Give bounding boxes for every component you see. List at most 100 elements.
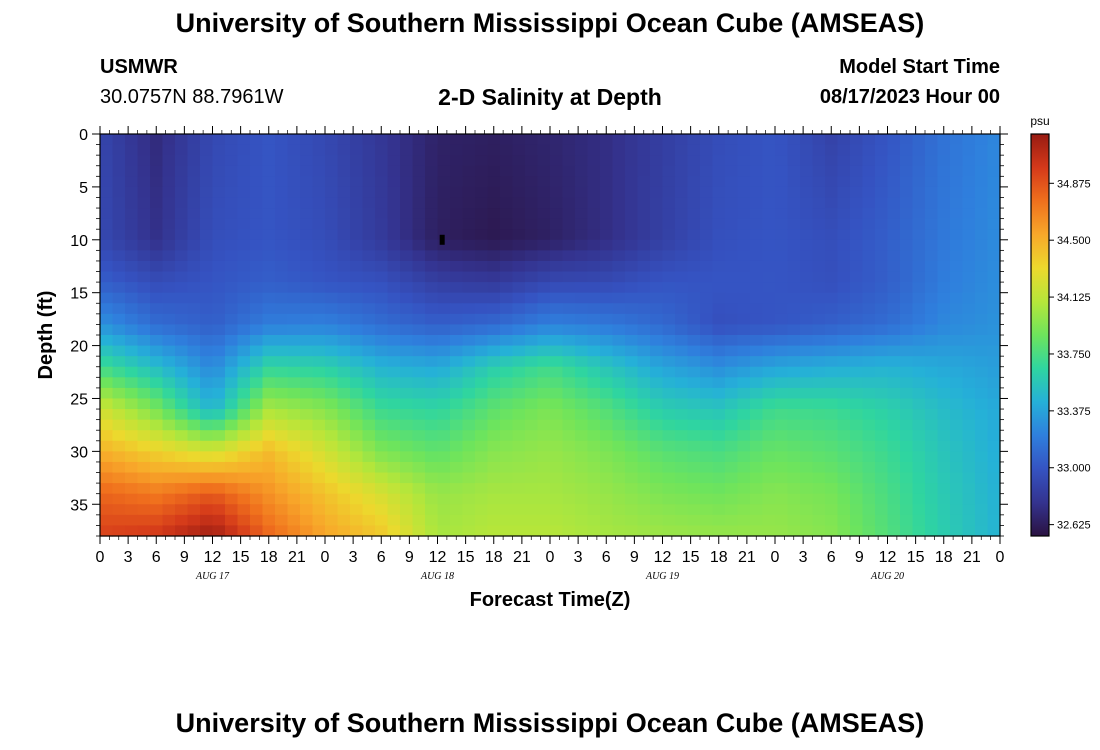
heatmap-cell: [575, 504, 589, 516]
heatmap-cell: [125, 313, 139, 326]
heatmap-cell: [975, 208, 989, 220]
heatmap-cell: [162, 186, 176, 199]
heatmap-cell: [512, 165, 526, 177]
heatmap-cell: [875, 176, 889, 188]
heatmap-cell: [725, 525, 739, 537]
heatmap-cell: [625, 398, 639, 410]
heatmap-cell: [375, 472, 389, 484]
heatmap-cell: [875, 303, 889, 315]
heatmap-cell: [487, 345, 501, 357]
heatmap-cell: [587, 218, 601, 230]
heatmap-cell: [962, 525, 976, 537]
heatmap-cell: [525, 218, 539, 230]
heatmap-cell: [900, 218, 914, 230]
heatmap-cell: [250, 525, 264, 537]
heatmap-cell: [975, 430, 989, 442]
heatmap-cell: [462, 366, 476, 378]
heatmap-cell: [837, 472, 851, 484]
heatmap-cell: [187, 514, 201, 527]
heatmap-cell: [912, 345, 926, 357]
heatmap-cell: [500, 197, 514, 209]
heatmap-cell: [312, 409, 326, 421]
heatmap-cell: [225, 260, 239, 273]
heatmap-cell: [350, 514, 364, 527]
heatmap-cell: [150, 356, 164, 368]
heatmap-cell: [262, 483, 276, 495]
heatmap-cell: [162, 451, 176, 463]
heatmap-cell: [825, 430, 839, 442]
heatmap-cell: [225, 525, 239, 537]
heatmap-cell: [925, 313, 939, 326]
heatmap-cell: [637, 260, 651, 273]
heatmap-cell: [525, 165, 539, 177]
heatmap-cell: [950, 271, 964, 283]
heatmap-cell: [575, 461, 589, 474]
heatmap-cell: [400, 461, 414, 474]
heatmap-cell: [375, 271, 389, 283]
heatmap-cell: [650, 271, 664, 283]
heatmap-cell: [125, 366, 139, 378]
heatmap-cell: [312, 324, 326, 336]
heatmap-cell: [325, 451, 339, 463]
heatmap-cell: [412, 440, 426, 452]
heatmap-cell: [737, 377, 751, 389]
heatmap-cell: [225, 218, 239, 230]
heatmap-cell: [225, 440, 239, 452]
heatmap-cell: [837, 409, 851, 421]
heatmap-cell: [662, 356, 676, 368]
heatmap-cell: [612, 398, 626, 410]
heatmap-cell: [337, 504, 351, 516]
heatmap-cell: [725, 155, 739, 167]
heatmap-cell: [962, 144, 976, 156]
heatmap-cell: [787, 197, 801, 209]
heatmap-cell: [512, 134, 526, 146]
heatmap-cell: [637, 176, 651, 188]
heatmap-cell: [475, 134, 489, 146]
heatmap-cell: [587, 165, 601, 177]
heatmap-cell: [737, 345, 751, 357]
heatmap-cell: [662, 419, 676, 431]
heatmap-cell: [400, 176, 414, 188]
heatmap-cell: [537, 493, 551, 505]
heatmap-cell: [337, 335, 351, 347]
heatmap-cell: [475, 155, 489, 167]
heatmap-cell: [612, 514, 626, 527]
heatmap-cell: [537, 324, 551, 336]
heatmap-cell: [200, 155, 214, 167]
heatmap-cell: [187, 377, 201, 389]
heatmap-cell: [775, 176, 789, 188]
heatmap-cell: [575, 282, 589, 294]
heatmap-cell: [525, 303, 539, 315]
heatmap-cell: [375, 218, 389, 230]
heatmap-cell: [337, 218, 351, 230]
heatmap-cell: [662, 176, 676, 188]
heatmap-cell: [300, 313, 314, 326]
heatmap-cell: [462, 377, 476, 389]
heatmap-cell: [350, 324, 364, 336]
heatmap-cell: [312, 165, 326, 177]
heatmap-cell: [687, 186, 701, 199]
heatmap-cell: [275, 282, 289, 294]
heatmap-cell: [637, 356, 651, 368]
heatmap-cell: [987, 377, 1001, 389]
heatmap-cell: [687, 356, 701, 368]
heatmap-cell: [600, 186, 614, 199]
heatmap-cell: [225, 165, 239, 177]
heatmap-cell: [700, 303, 714, 315]
x-tick-label: 3: [574, 549, 583, 566]
heatmap-cell: [600, 483, 614, 495]
heatmap-cell: [100, 377, 114, 389]
heatmap-cell: [875, 292, 889, 304]
heatmap-cell: [112, 197, 126, 209]
heatmap-cell: [225, 197, 239, 209]
heatmap-cell: [212, 186, 226, 199]
heatmap-cell: [225, 303, 239, 315]
heatmap-cell: [175, 514, 189, 527]
heatmap-cell: [175, 493, 189, 505]
heatmap-cell: [962, 303, 976, 315]
heatmap-cell: [137, 218, 151, 230]
heatmap-cell: [912, 134, 926, 146]
heatmap-cell: [962, 387, 976, 400]
heatmap-cell: [162, 155, 176, 167]
heatmap-cell: [412, 345, 426, 357]
